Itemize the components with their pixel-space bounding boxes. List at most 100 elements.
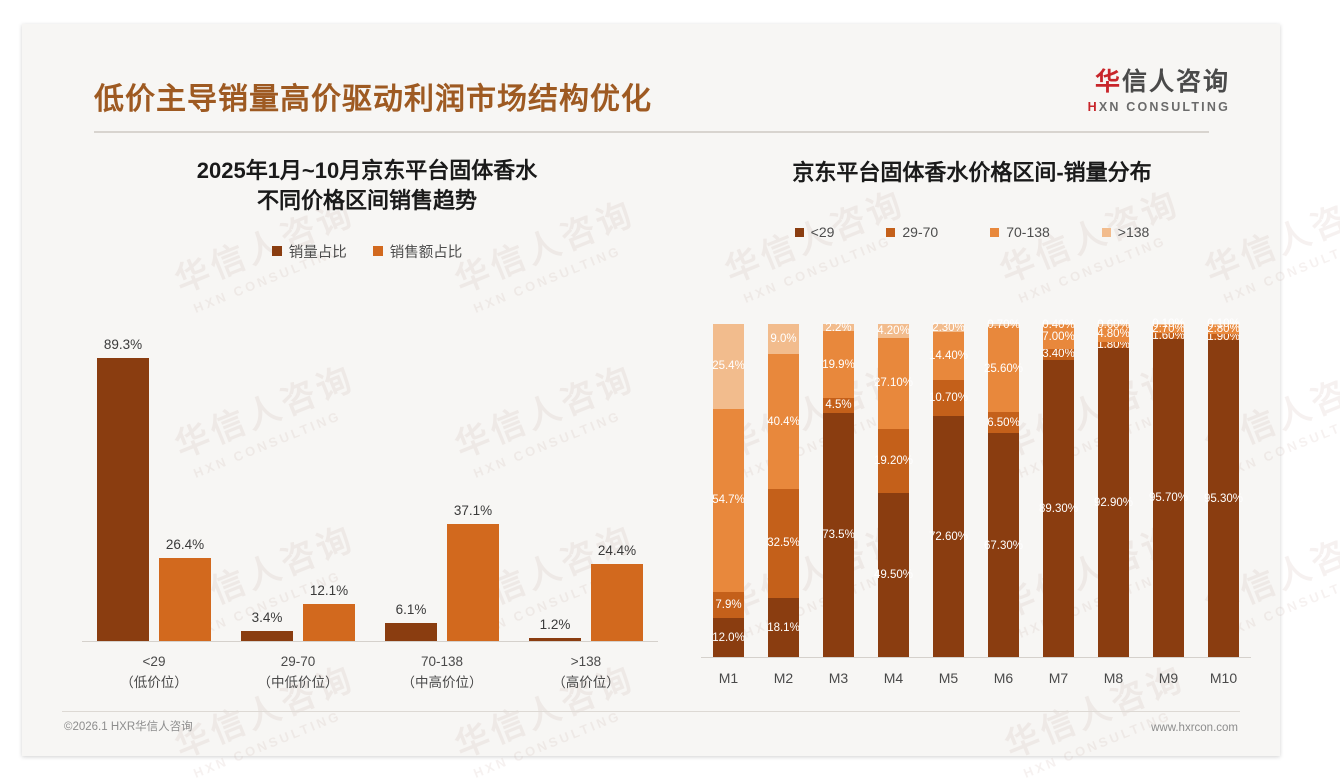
- stack-segment-label: 4.20%: [877, 325, 910, 337]
- bar-value-label: 24.4%: [598, 543, 636, 558]
- stack-segment-label: 9.0%: [770, 333, 796, 345]
- stacked-bar-M3[interactable]: 73.5%4.5%19.9%2.2%M3: [823, 324, 854, 658]
- bar-group->138: 1.2%24.4%>138（高价位）: [514, 309, 658, 642]
- stack-segment-<29: 95.70%: [1153, 339, 1184, 658]
- stacked-bar-M1[interactable]: 12.0%7.9%54.7%25.4%M1: [713, 324, 744, 658]
- stack-segment-label: 0.60%: [1097, 319, 1130, 331]
- stack-segment-label: 25.4%: [712, 360, 745, 372]
- stack-segment-label: 73.5%: [822, 529, 855, 541]
- x-tick-label: 29-70: [258, 652, 339, 673]
- bar-70-138-销售额占比[interactable]: 37.1%: [447, 309, 499, 642]
- right-x-axis-line: [701, 657, 1251, 658]
- stack-segment-label: 7.9%: [715, 599, 741, 611]
- stacked-bar-M7[interactable]: 89.30%3.40%7.00%0.40%M7: [1043, 324, 1074, 658]
- stacked-bar-M9[interactable]: 95.70%1.60%2.70%0.10%M9: [1153, 324, 1184, 658]
- bar->138-销售额占比[interactable]: 24.4%: [591, 309, 643, 642]
- x-tick-M1: M1: [719, 670, 738, 686]
- right-chart-panel: 京东平台固体香水价格区间-销量分布 <29 29-70 70-138 >138 12.…: [677, 134, 1267, 704]
- stack-segment-29-70: 32.5%: [768, 489, 799, 598]
- stack-segment-70-138: 27.10%: [878, 338, 909, 429]
- x-tick-M5: M5: [939, 670, 958, 686]
- left-chart-panel: 2025年1月~10月京东平台固体香水 不同价格区间销售趋势 销量占比销售额占比…: [62, 134, 672, 704]
- legend-label: >138: [1118, 224, 1150, 240]
- stack-segment-<29: 18.1%: [768, 598, 799, 658]
- stacked-bar-M6[interactable]: 67.30%6.50%25.60%0.70%M6: [988, 324, 1019, 658]
- bar-rect: [385, 623, 437, 642]
- bar-29-70-销量占比[interactable]: 3.4%: [241, 309, 293, 642]
- stack-segment-label: 4.5%: [825, 399, 851, 411]
- stack-segment-label: 95.70%: [1149, 492, 1188, 504]
- stack-segment-label: 67.30%: [984, 540, 1023, 552]
- stacked-bar-M2[interactable]: 18.1%32.5%40.4%9.0%M2: [768, 324, 799, 658]
- stack-segment-label: 18.1%: [767, 622, 800, 634]
- legend-swatch-icon: [272, 246, 282, 256]
- stack-segment-label: 2.2%: [825, 322, 851, 334]
- x-tick-M3: M3: [829, 670, 848, 686]
- stack-segment-70-138: 25.60%: [988, 326, 1019, 411]
- legend-label: <29: [811, 224, 835, 240]
- stacked-bar-M8[interactable]: 92.90%1.80%4.80%0.60%M8: [1098, 324, 1129, 658]
- legend-item-销售额占比[interactable]: 销售额占比: [373, 241, 463, 262]
- x-tick-sublabel: （高价位）: [552, 673, 620, 694]
- stack-segment-label: 19.20%: [874, 455, 913, 467]
- legend-item-29-70[interactable]: 29-70: [886, 224, 938, 240]
- stack-segment-label: 0.10%: [1207, 318, 1240, 330]
- x-tick-M4: M4: [884, 670, 903, 686]
- bar-value-label: 37.1%: [454, 503, 492, 518]
- stack-segment-label: 2.30%: [932, 322, 965, 334]
- bar-29-70-销售额占比[interactable]: 12.1%: [303, 309, 355, 642]
- stack-segment-<29: 89.30%: [1043, 360, 1074, 658]
- bar->138-销量占比[interactable]: 1.2%: [529, 309, 581, 642]
- left-grouped-bar-chart: 89.3%26.4%<29（低价位）3.4%12.1%29-70（中低价位）6.…: [62, 309, 672, 704]
- stack-segment-label: 72.60%: [929, 531, 968, 543]
- stack-segment-<29: 73.5%: [823, 413, 854, 658]
- stacked-bar-M4[interactable]: 49.50%19.20%27.10%4.20%M4: [878, 324, 909, 658]
- bar-<29-销量占比[interactable]: 89.3%: [97, 309, 149, 642]
- stack-segment-label: 32.5%: [767, 537, 800, 549]
- stack-segment-<29: 92.90%: [1098, 348, 1129, 658]
- bar-rect: [97, 358, 149, 642]
- stack-segment-70-138: 14.40%: [933, 332, 964, 380]
- x-tick-29-70: 29-70（中低价位）: [258, 652, 339, 694]
- x-tick-label: 70-138: [402, 652, 483, 673]
- x-tick-sublabel: （中高价位）: [402, 673, 483, 694]
- stack-segment-29-70: 1.80%: [1098, 342, 1129, 348]
- right-chart-title: 京东平台固体香水价格区间-销量分布: [677, 134, 1267, 188]
- stack-segment-<29: 72.60%: [933, 416, 964, 658]
- stack-segment-label: 6.50%: [987, 417, 1020, 429]
- bar-<29-销售额占比[interactable]: 26.4%: [159, 309, 211, 642]
- stack-segment-<29: 49.50%: [878, 493, 909, 658]
- stacked-bar-M5[interactable]: 72.60%10.70%14.40%2.30%M5: [933, 324, 964, 658]
- bar-value-label: 89.3%: [104, 337, 142, 352]
- logo-en-rest: XN CONSULTING: [1099, 100, 1230, 114]
- x-tick-sublabel: （低价位）: [120, 673, 188, 694]
- logo-cn-red: 华: [1095, 68, 1122, 96]
- x-tick-M9: M9: [1159, 670, 1178, 686]
- x-tick-M8: M8: [1104, 670, 1123, 686]
- legend-swatch-icon: [1102, 228, 1111, 237]
- stack-segment-label: 0.10%: [1152, 318, 1185, 330]
- stack-segment-29-70: 6.50%: [988, 412, 1019, 434]
- x-tick-M6: M6: [994, 670, 1013, 686]
- stack-segment->138: 0.60%: [1098, 324, 1129, 326]
- legend-item->138[interactable]: >138: [1102, 224, 1150, 240]
- legend-item-<29[interactable]: <29: [795, 224, 835, 240]
- stacked-bar-M10[interactable]: 95.30%1.90%2.80%0.10%M10: [1208, 324, 1239, 658]
- logo-cn-rest: 信人咨询: [1122, 68, 1230, 96]
- legend-item-70-138[interactable]: 70-138: [990, 224, 1050, 240]
- legend-item-销量占比[interactable]: 销量占比: [272, 241, 347, 262]
- stack-segment-label: 3.40%: [1042, 348, 1075, 360]
- bar-70-138-销量占比[interactable]: 6.1%: [385, 309, 437, 642]
- left-chart-title-line2: 不同价格区间销售趋势: [62, 186, 672, 216]
- stack-segment-label: 12.0%: [712, 632, 745, 644]
- stack-segment-label: 89.30%: [1039, 503, 1078, 515]
- left-chart-legend: 销量占比 销售额占比: [62, 241, 672, 262]
- legend-swatch-icon: [990, 228, 999, 237]
- bar-rect: [303, 604, 355, 642]
- x-tick-label: >138: [552, 652, 620, 673]
- bar-group-29-70: 3.4%12.1%29-70（中低价位）: [226, 309, 370, 642]
- legend-swatch-icon: [795, 228, 804, 237]
- stack-segment-label: 25.60%: [984, 363, 1023, 375]
- stack-segment->138: 4.20%: [878, 324, 909, 338]
